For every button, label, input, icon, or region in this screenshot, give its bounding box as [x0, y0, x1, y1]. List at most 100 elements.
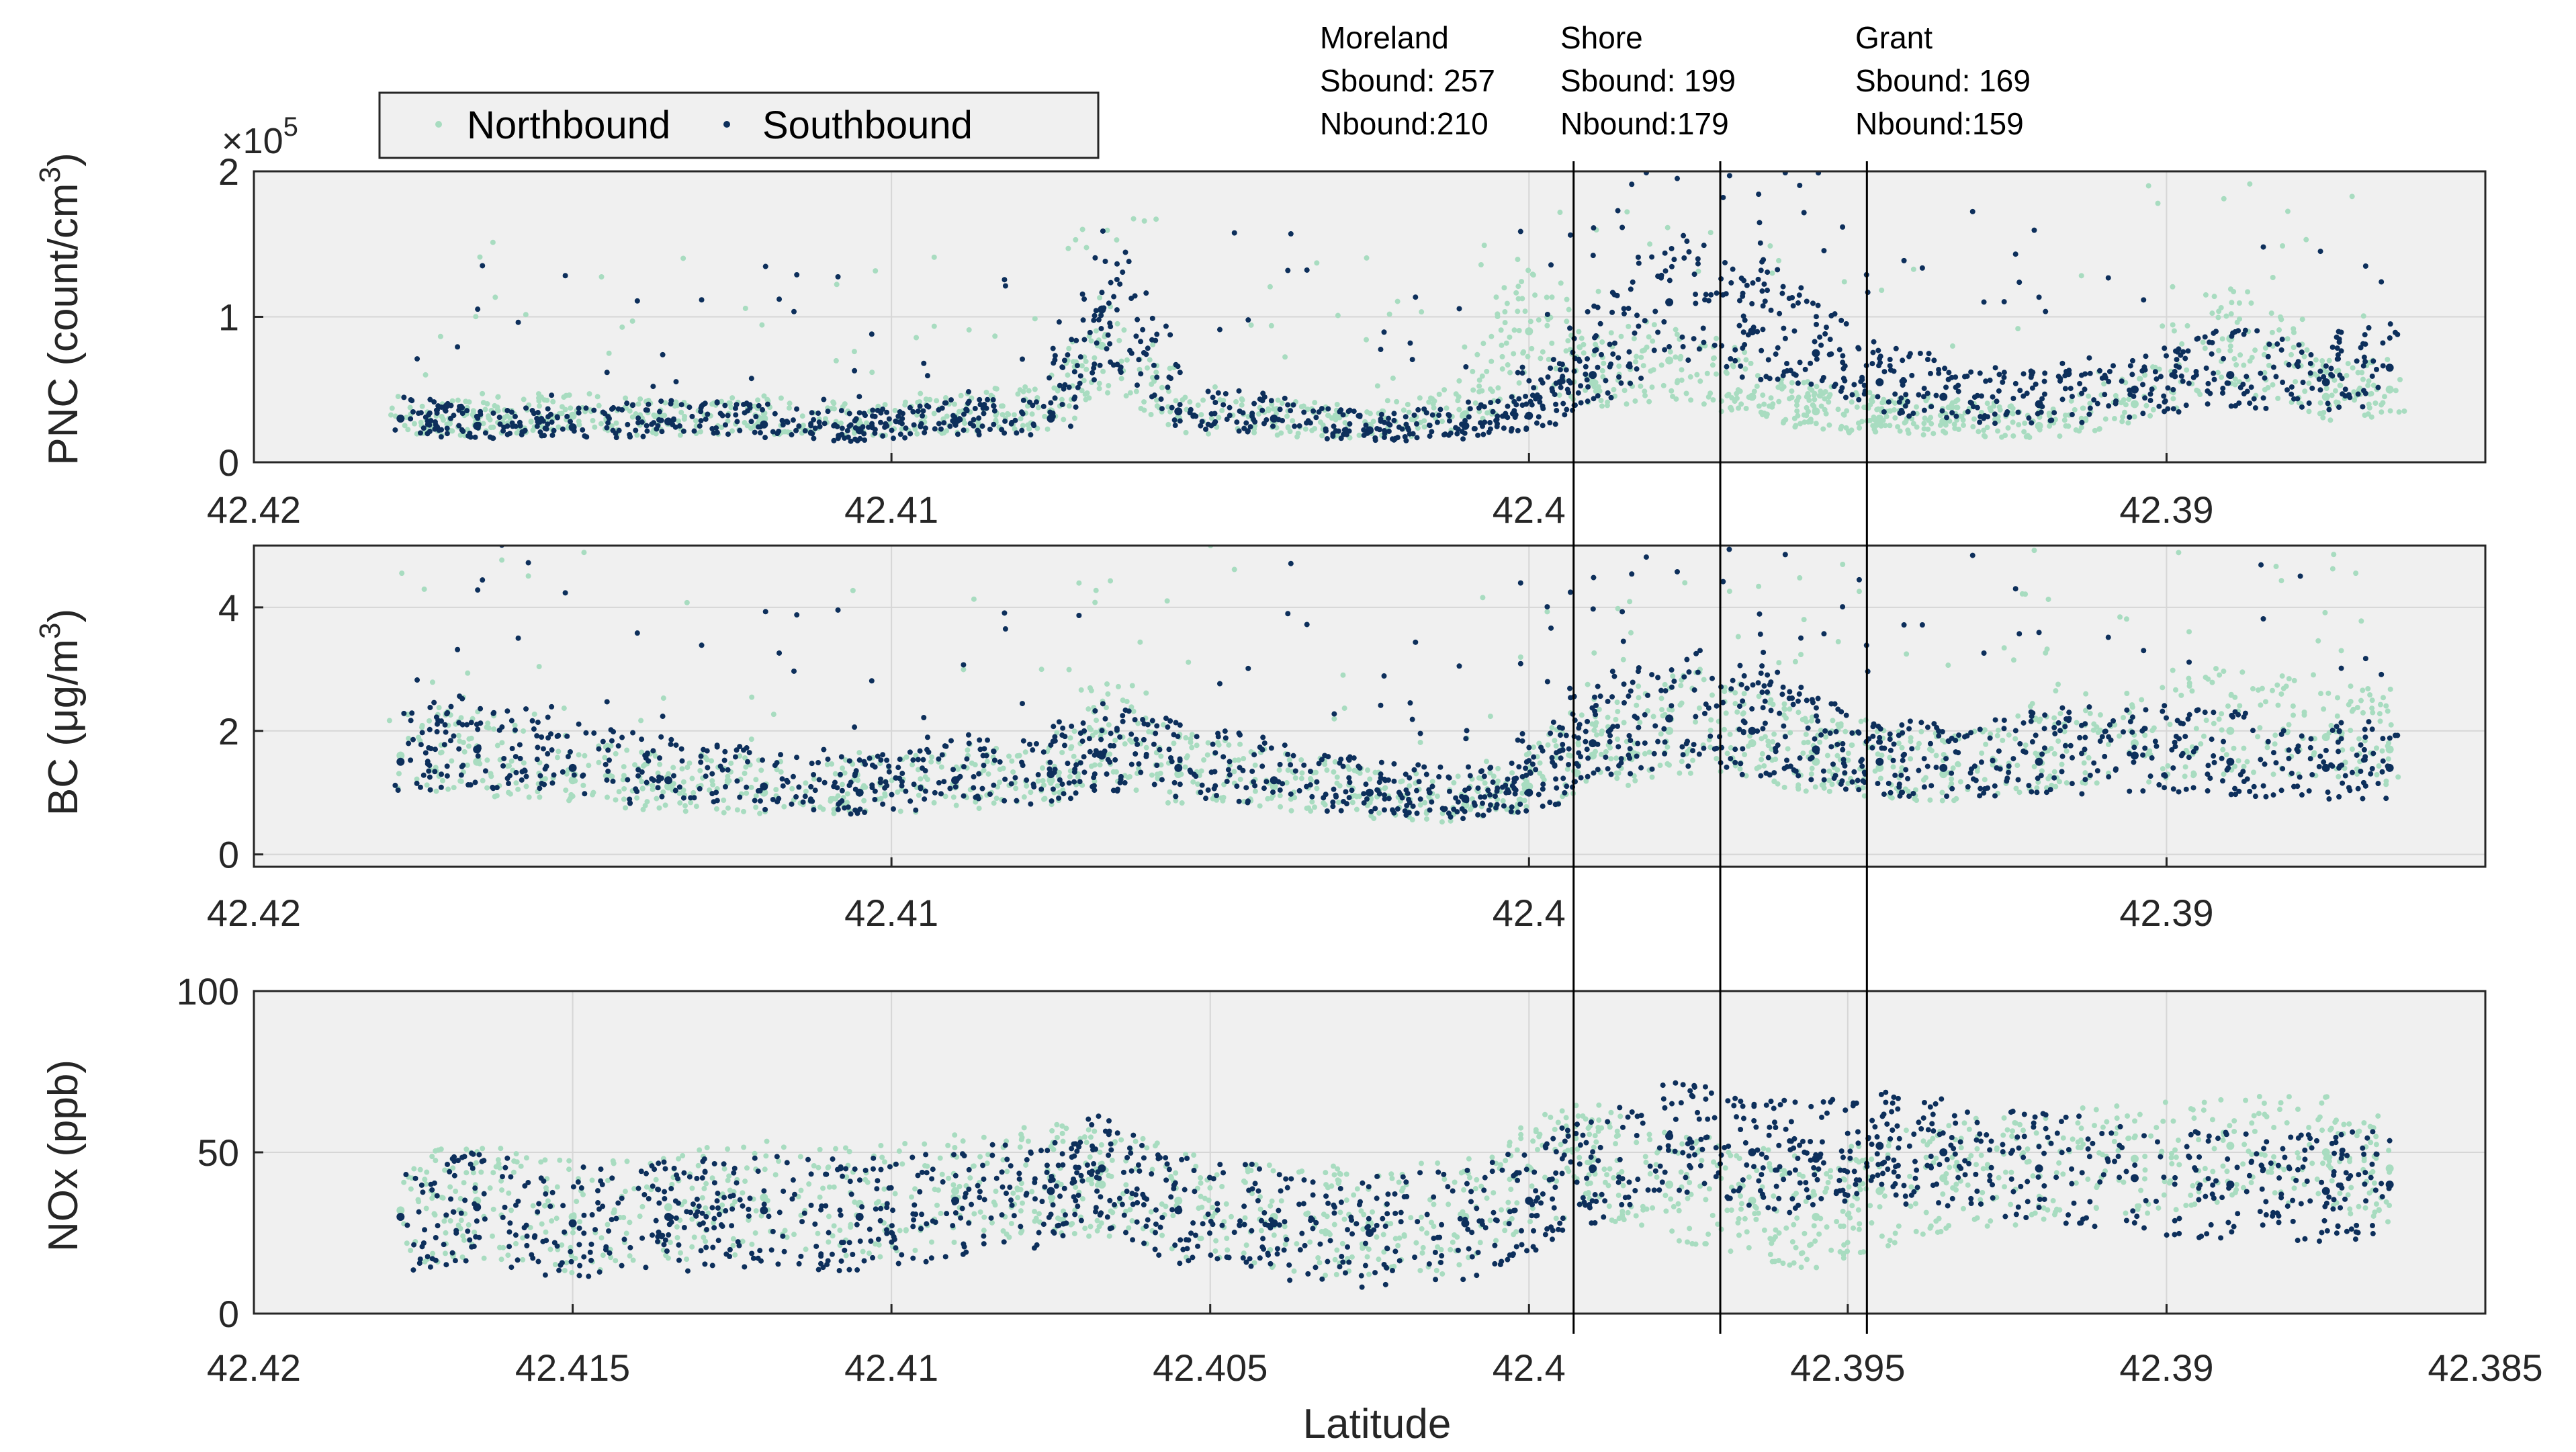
pnc-scatter-dot — [1059, 396, 1065, 402]
bc-scatter-dot — [2072, 523, 2078, 529]
pnc-scatter-dot — [1849, 392, 1855, 398]
bc-scatter-dot — [2299, 733, 2305, 739]
bc-scatter-dot — [596, 759, 602, 765]
pnc-scatter-dot — [1077, 373, 1083, 379]
pnc-scatter-dot — [948, 397, 954, 403]
pnc-scatter-dot — [1233, 398, 1239, 404]
bc-scatter-dot — [1737, 766, 1743, 772]
pnc-scatter-dot — [1304, 407, 1311, 413]
bc-scatter-dot — [2106, 722, 2113, 728]
pnc-scatter-dot — [1220, 397, 1227, 403]
pnc-scatter-dot — [2078, 415, 2084, 421]
bc-scatter-dot — [2033, 751, 2039, 757]
pnc-scatter-dot — [1066, 403, 1072, 409]
bc-scatter-dot — [861, 798, 867, 804]
bc-scatter-dot — [2014, 763, 2020, 769]
bc-scatter-dot — [1591, 770, 1597, 776]
bc-scatter-dot — [1759, 663, 1765, 669]
pnc-scatter-dot — [1592, 347, 1598, 353]
bc-scatter-dot — [1284, 780, 1290, 786]
bc-scatter-dot — [1054, 730, 1060, 736]
pnc-scatter-dot — [2380, 363, 2386, 369]
pnc-scatter-dot — [2269, 329, 2275, 335]
bc-scatter-dot — [1745, 743, 1751, 749]
pnc-scatter-dot — [1414, 435, 1420, 441]
bc-scatter-dot — [1869, 744, 1875, 751]
pnc-scatter-dot — [500, 428, 506, 434]
bc-scatter-dot — [1216, 742, 1222, 748]
bc-scatter-dot — [1707, 727, 1714, 733]
bc-scatter-dot — [2360, 710, 2366, 716]
pnc-scatter-dot — [1840, 359, 1846, 366]
bc-scatter-dot — [1670, 673, 1676, 679]
pnc-scatter-dot — [401, 394, 407, 400]
bc-scatter-dot — [1651, 751, 1657, 757]
pnc-scatter-dot — [1817, 334, 1823, 340]
pnc-scatter-dot — [1730, 266, 1736, 272]
pnc-scatter-dot — [1818, 403, 1824, 409]
pnc-scatter-dot — [1347, 421, 1353, 427]
pnc-scatter-dot — [1695, 268, 1701, 274]
pnc-scatter-dot — [2086, 393, 2092, 399]
pnc-scatter-dot — [662, 400, 668, 406]
bc-scatter-dot — [2395, 774, 2401, 780]
bc-scatter-dot — [2377, 711, 2383, 717]
pnc-scatter-dot — [756, 402, 762, 409]
pnc-scatter-dot — [2200, 339, 2206, 345]
pnc-scatter-dot — [2375, 384, 2381, 390]
pnc-scatter-dot — [606, 415, 612, 421]
pnc-scatter-dot — [1123, 393, 1129, 399]
pnc-scatter-dot — [2078, 273, 2084, 279]
pnc-scatter-dot — [1052, 395, 1058, 401]
pnc-scatter-dot — [2278, 316, 2284, 323]
bc-scatter-dot — [2237, 703, 2243, 709]
pnc-scatter-dot — [1275, 397, 1281, 403]
pnc-scatter-dot — [789, 431, 795, 437]
pnc-scatter-dot — [2338, 329, 2344, 335]
pnc-scatter-dot — [1446, 418, 1452, 424]
bc-scatter-dot — [1292, 775, 1298, 781]
pnc-scatter-dot — [2355, 391, 2361, 397]
pnc-scatter-dot — [1159, 406, 1165, 412]
bc-scatter-dot — [811, 776, 817, 782]
pnc-scatter-dot — [1608, 361, 1614, 367]
bc-scatter-dot — [549, 703, 555, 710]
bc-scatter-dot — [1797, 755, 1803, 761]
pnc-scatter-dot — [852, 417, 858, 423]
pnc-scatter-dot — [1854, 404, 1860, 410]
pnc-scatter-dot — [1943, 430, 1949, 436]
bc-scatter-dot — [1918, 728, 1924, 734]
bc-scatter-dot — [757, 787, 763, 794]
pnc-scatter-dot — [1914, 424, 1920, 430]
bc-scatter-dot — [517, 742, 523, 748]
bc-scatter-dot — [1928, 748, 1935, 754]
pnc-scatter-dot — [1809, 387, 1815, 393]
pnc-scatter-dot — [899, 416, 905, 422]
pnc-scatter-dot — [2393, 388, 2399, 394]
pnc-scatter-dot — [515, 319, 521, 325]
pnc-scatter-dot — [514, 430, 520, 436]
bc-scatter-dot — [1770, 739, 1776, 745]
pnc-scatter-dot — [2338, 382, 2344, 388]
pnc-scatter-dot — [1597, 321, 1603, 327]
pnc-scatter-dot — [1585, 398, 1591, 404]
bc-scatter-dot — [950, 767, 957, 773]
pnc-scatter-dot — [1325, 406, 1331, 412]
pnc-scatter-dot — [1296, 423, 1302, 429]
bc-scatter-dot — [1467, 806, 1473, 812]
pnc-scatter-dot — [1581, 350, 1587, 356]
bc-scatter-dot — [1708, 717, 1714, 723]
pnc-scatter-dot — [1781, 325, 1787, 331]
pnc-scatter-dot — [1712, 342, 1718, 348]
bc-scatter-dot — [1057, 777, 1063, 783]
pnc-scatter-dot — [2125, 420, 2131, 426]
pnc-scatter-dot — [477, 254, 483, 260]
pnc-scatter-dot — [1288, 231, 1294, 237]
bc-scatter-dot — [392, 782, 398, 788]
pnc-scatter-dot — [1591, 384, 1597, 390]
bc-scatter-dot — [1104, 681, 1110, 687]
pnc-scatter-dot — [1279, 400, 1285, 407]
pnc-scatter-dot — [799, 413, 805, 419]
pnc-scatter-dot — [2241, 362, 2247, 368]
pnc-scatter-dot — [1100, 368, 1106, 374]
